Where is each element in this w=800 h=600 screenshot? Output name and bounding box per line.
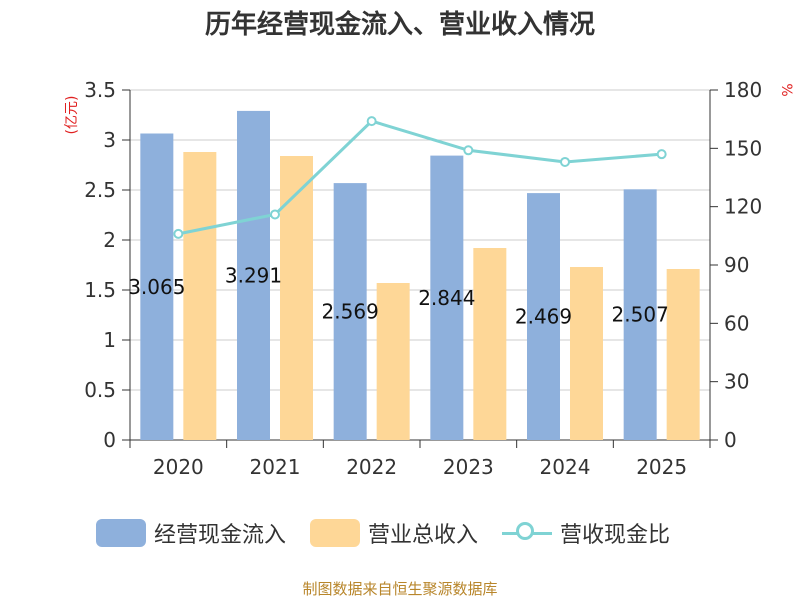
- point-ratio: [366, 116, 377, 127]
- y-right-tick-label: 150: [724, 136, 762, 160]
- data-label-cash-inflow: 3.291: [225, 263, 282, 287]
- x-tick-label: 2022: [346, 455, 397, 479]
- point-ratio: [173, 228, 184, 239]
- y-left-axis-label: (亿元): [64, 96, 80, 135]
- legend-item-ratio[interactable]: 营收现金比: [502, 517, 670, 549]
- legend-label-ratio: 营收现金比: [560, 523, 671, 548]
- y-left-tick-label: 0: [103, 428, 116, 452]
- bar-revenue: [666, 269, 700, 440]
- legend-swatch-cash-inflow: [96, 519, 146, 547]
- bar-revenue: [280, 156, 313, 440]
- y-left-tick-label: 0.5: [84, 378, 116, 402]
- x-tick-label: 2020: [153, 455, 204, 479]
- y-left-tick-label: 1: [103, 328, 116, 352]
- y-left-tick-label: 2: [103, 228, 116, 252]
- y-right-tick-label: 60: [724, 311, 749, 335]
- legend-swatch-revenue: [310, 519, 361, 547]
- point-ratio: [560, 156, 570, 167]
- legend-item-cash-inflow[interactable]: 经营现金流入: [96, 517, 286, 549]
- x-tick-label: 2024: [540, 455, 591, 479]
- bar-cash-inflow: [430, 155, 464, 440]
- bar-cash-inflow: [237, 110, 270, 441]
- chart-title: 历年经营现金流入、营业收入情况: [204, 10, 595, 40]
- x-tick-label: 2023: [443, 455, 494, 479]
- data-source-note: 制图数据来自恒生聚源数据库: [302, 580, 498, 598]
- chart-legend: 经营现金流入 营业总收入 营收现金比: [96, 517, 694, 549]
- y-left-tick-label: 3.5: [84, 78, 116, 102]
- bar-revenue: [376, 283, 410, 440]
- legend-swatch-ratio: [502, 519, 553, 547]
- data-label-cash-inflow: 2.569: [322, 300, 379, 324]
- point-ratio: [270, 209, 280, 220]
- point-ratio: [463, 145, 474, 156]
- y-right-tick-label: 0: [724, 428, 737, 452]
- data-label-cash-inflow: 3.065: [128, 275, 185, 299]
- bar-revenue: [570, 267, 603, 440]
- legend-item-revenue[interactable]: 营业总收入: [310, 517, 478, 549]
- bar-revenue: [473, 248, 507, 440]
- x-tick-label: 2021: [250, 455, 301, 479]
- y-right-tick-label: 180: [724, 78, 762, 102]
- data-label-cash-inflow: 2.507: [612, 303, 669, 327]
- y-left-tick-label: 1.5: [84, 278, 116, 302]
- y-left-tick-label: 2.5: [84, 178, 116, 202]
- bar-cash-inflow: [140, 133, 174, 440]
- y-left-tick-label: 3: [103, 128, 116, 152]
- y-right-tick-label: 30: [724, 370, 749, 394]
- y-right-tick-label: 120: [724, 195, 762, 219]
- data-label-cash-inflow: 2.469: [515, 305, 572, 329]
- legend-label-revenue: 营业总收入: [368, 523, 479, 548]
- legend-label-cash-inflow: 经营现金流入: [154, 523, 287, 548]
- bar-cash-inflow: [623, 189, 657, 440]
- y-right-tick-label: 90: [724, 253, 749, 277]
- bar-cash-inflow: [333, 183, 367, 440]
- x-tick-label: 2025: [636, 455, 687, 479]
- y-right-axis-label: %: [778, 83, 794, 96]
- line-ratio: [178, 119, 662, 236]
- bar-cash-inflow: [527, 193, 560, 440]
- point-ratio: [656, 149, 667, 160]
- data-label-cash-inflow: 2.844: [418, 286, 475, 310]
- bar-revenue: [183, 152, 217, 440]
